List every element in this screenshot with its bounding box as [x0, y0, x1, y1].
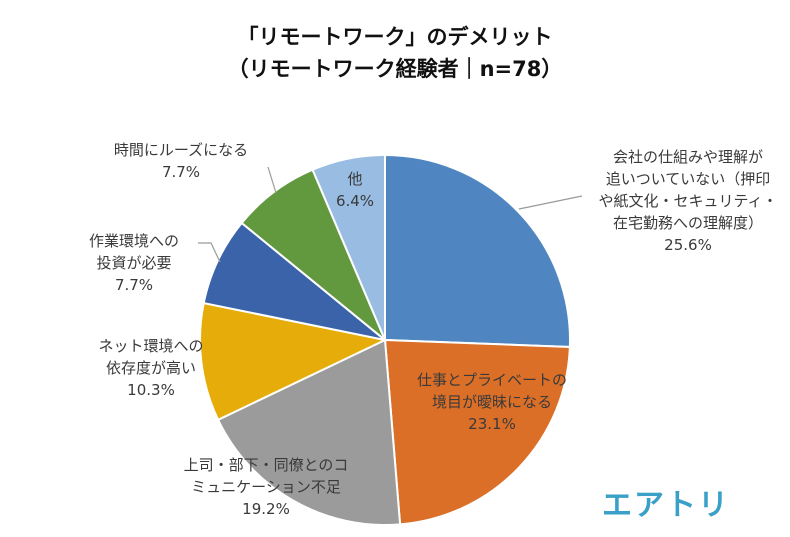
pie-slice-2 — [383, 338, 571, 526]
slice-category-label: 作業環境への — [89, 232, 179, 250]
slice-category-label: 在宅勤務への理解度） — [613, 214, 763, 232]
slice-category-label: 他 — [347, 170, 362, 188]
pie-slices — [199, 153, 571, 526]
slice-value-label: 7.7% — [162, 163, 200, 181]
slice-value-label: 7.7% — [115, 276, 153, 294]
slice-category-label: 会社の仕組みや理解が — [613, 148, 763, 166]
slice-value-label: 6.4% — [336, 192, 374, 210]
chart-title-line-1: 「リモートワーク」のデメリット — [238, 25, 553, 49]
slice-label-3: 上司・部下・同僚とのコミュニケーション不足 19.2% — [184, 456, 349, 518]
slice-value-label: 23.1% — [468, 415, 516, 433]
pie-slice-7 — [311, 153, 386, 341]
pie-slice-1 — [384, 153, 571, 349]
slice-category-label: 仕事とプライベートの — [417, 371, 567, 389]
slice-category-label: や紙文化・セキュリティ・ — [598, 192, 777, 210]
pie-slice-3 — [216, 338, 402, 526]
leader-lines — [198, 166, 583, 263]
slice-label-1: 会社の仕組みや理解が追いついていない（押印や紙文化・セキュリティ・在宅勤務への理… — [598, 148, 777, 254]
slice-label-7: 他 6.4% — [336, 170, 374, 210]
pie-slice-4 — [199, 301, 389, 422]
leader-line-1 — [518, 195, 583, 210]
slice-value-label: 25.6% — [664, 236, 712, 254]
leader-line-5 — [198, 242, 221, 263]
chart-title-line-2: （リモートワーク経験者｜n=78） — [228, 57, 563, 81]
slice-label-5: 作業環境への投資が必要 7.7% — [89, 232, 179, 294]
slice-category-label: ミュニケーション不足 — [191, 478, 341, 496]
slice-label-4: ネット環境への依存度が高い 10.3% — [98, 337, 203, 399]
slice-labels: 会社の仕組みや理解が追いついていない（押印や紙文化・セキュリティ・在宅勤務への理… — [89, 141, 778, 518]
slice-value-label: 10.3% — [127, 381, 175, 399]
slice-category-label: ネット環境への — [98, 337, 203, 355]
slice-category-label: 時間にルーズになる — [114, 141, 248, 159]
slice-category-label: 追いついていない（押印 — [606, 170, 771, 188]
airtrip-logo: エアトリ — [602, 488, 730, 523]
slice-category-label: 上司・部下・同僚とのコ — [184, 456, 349, 474]
slice-category-label: 境目が曖昧になる — [432, 393, 552, 411]
slice-category-label: 依存度が高い — [106, 359, 196, 377]
leader-line-6 — [267, 166, 277, 194]
slice-label-2: 仕事とプライベートの境目が曖昧になる 23.1% — [417, 371, 567, 433]
slice-value-label: 19.2% — [242, 500, 290, 518]
slice-label-6: 時間にルーズになる 7.7% — [114, 141, 248, 181]
slice-category-label: 投資が必要 — [96, 254, 171, 272]
